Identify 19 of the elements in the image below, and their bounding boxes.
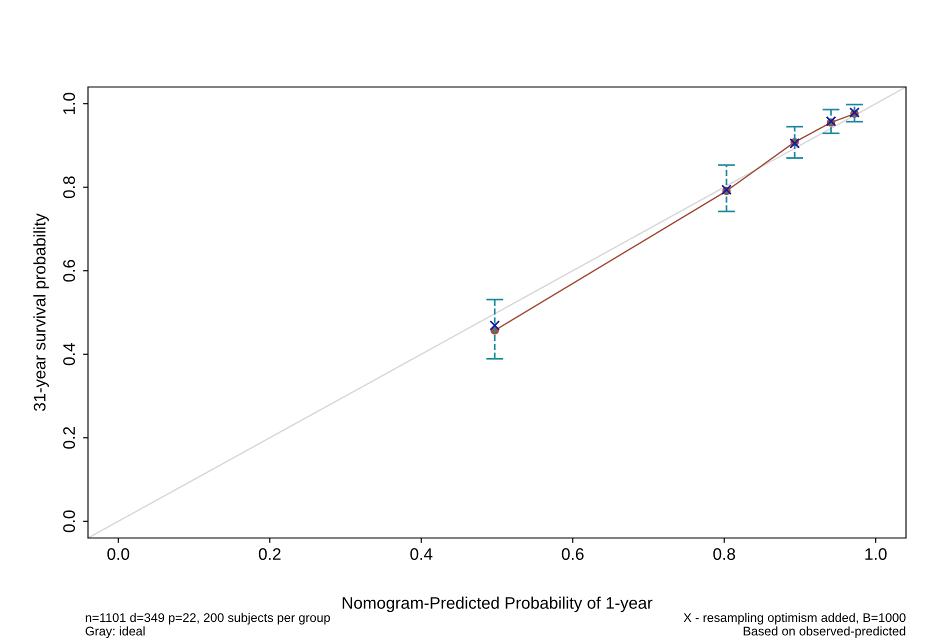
x-tick-label: 0.0 (107, 548, 130, 560)
text: n=1101 d=349 p=22, 200 subjects per group Gray: ideal (86, 612, 330, 638)
x-axis-title: Nomogram-Predicted Probability of 1-year (342, 596, 652, 612)
x-tick-label: 1.0 (865, 548, 887, 560)
point (490, 320, 500, 331)
x-tick-label: 0.6 (562, 548, 584, 560)
x-tick-label: 0.4 (410, 548, 432, 560)
y-axis-title: 31-year survival probability (33, 213, 49, 411)
y-tick-label: 0.0 (63, 510, 75, 532)
point (849, 107, 860, 118)
y-tick-label: 0.4 (63, 343, 75, 366)
x-tick-label: 0.8 (713, 548, 736, 560)
y-tick-label: 0.6 (63, 260, 75, 282)
y-tick-label: 1.0 (63, 92, 75, 114)
x-tick-label: 0.2 (258, 548, 281, 560)
y-tick-label: 0.8 (63, 176, 75, 198)
text: X - resampling optimism added, B=1000 Based on observed-predicted (684, 612, 906, 638)
point (789, 138, 800, 149)
y-tick-label: 0.2 (63, 427, 75, 449)
